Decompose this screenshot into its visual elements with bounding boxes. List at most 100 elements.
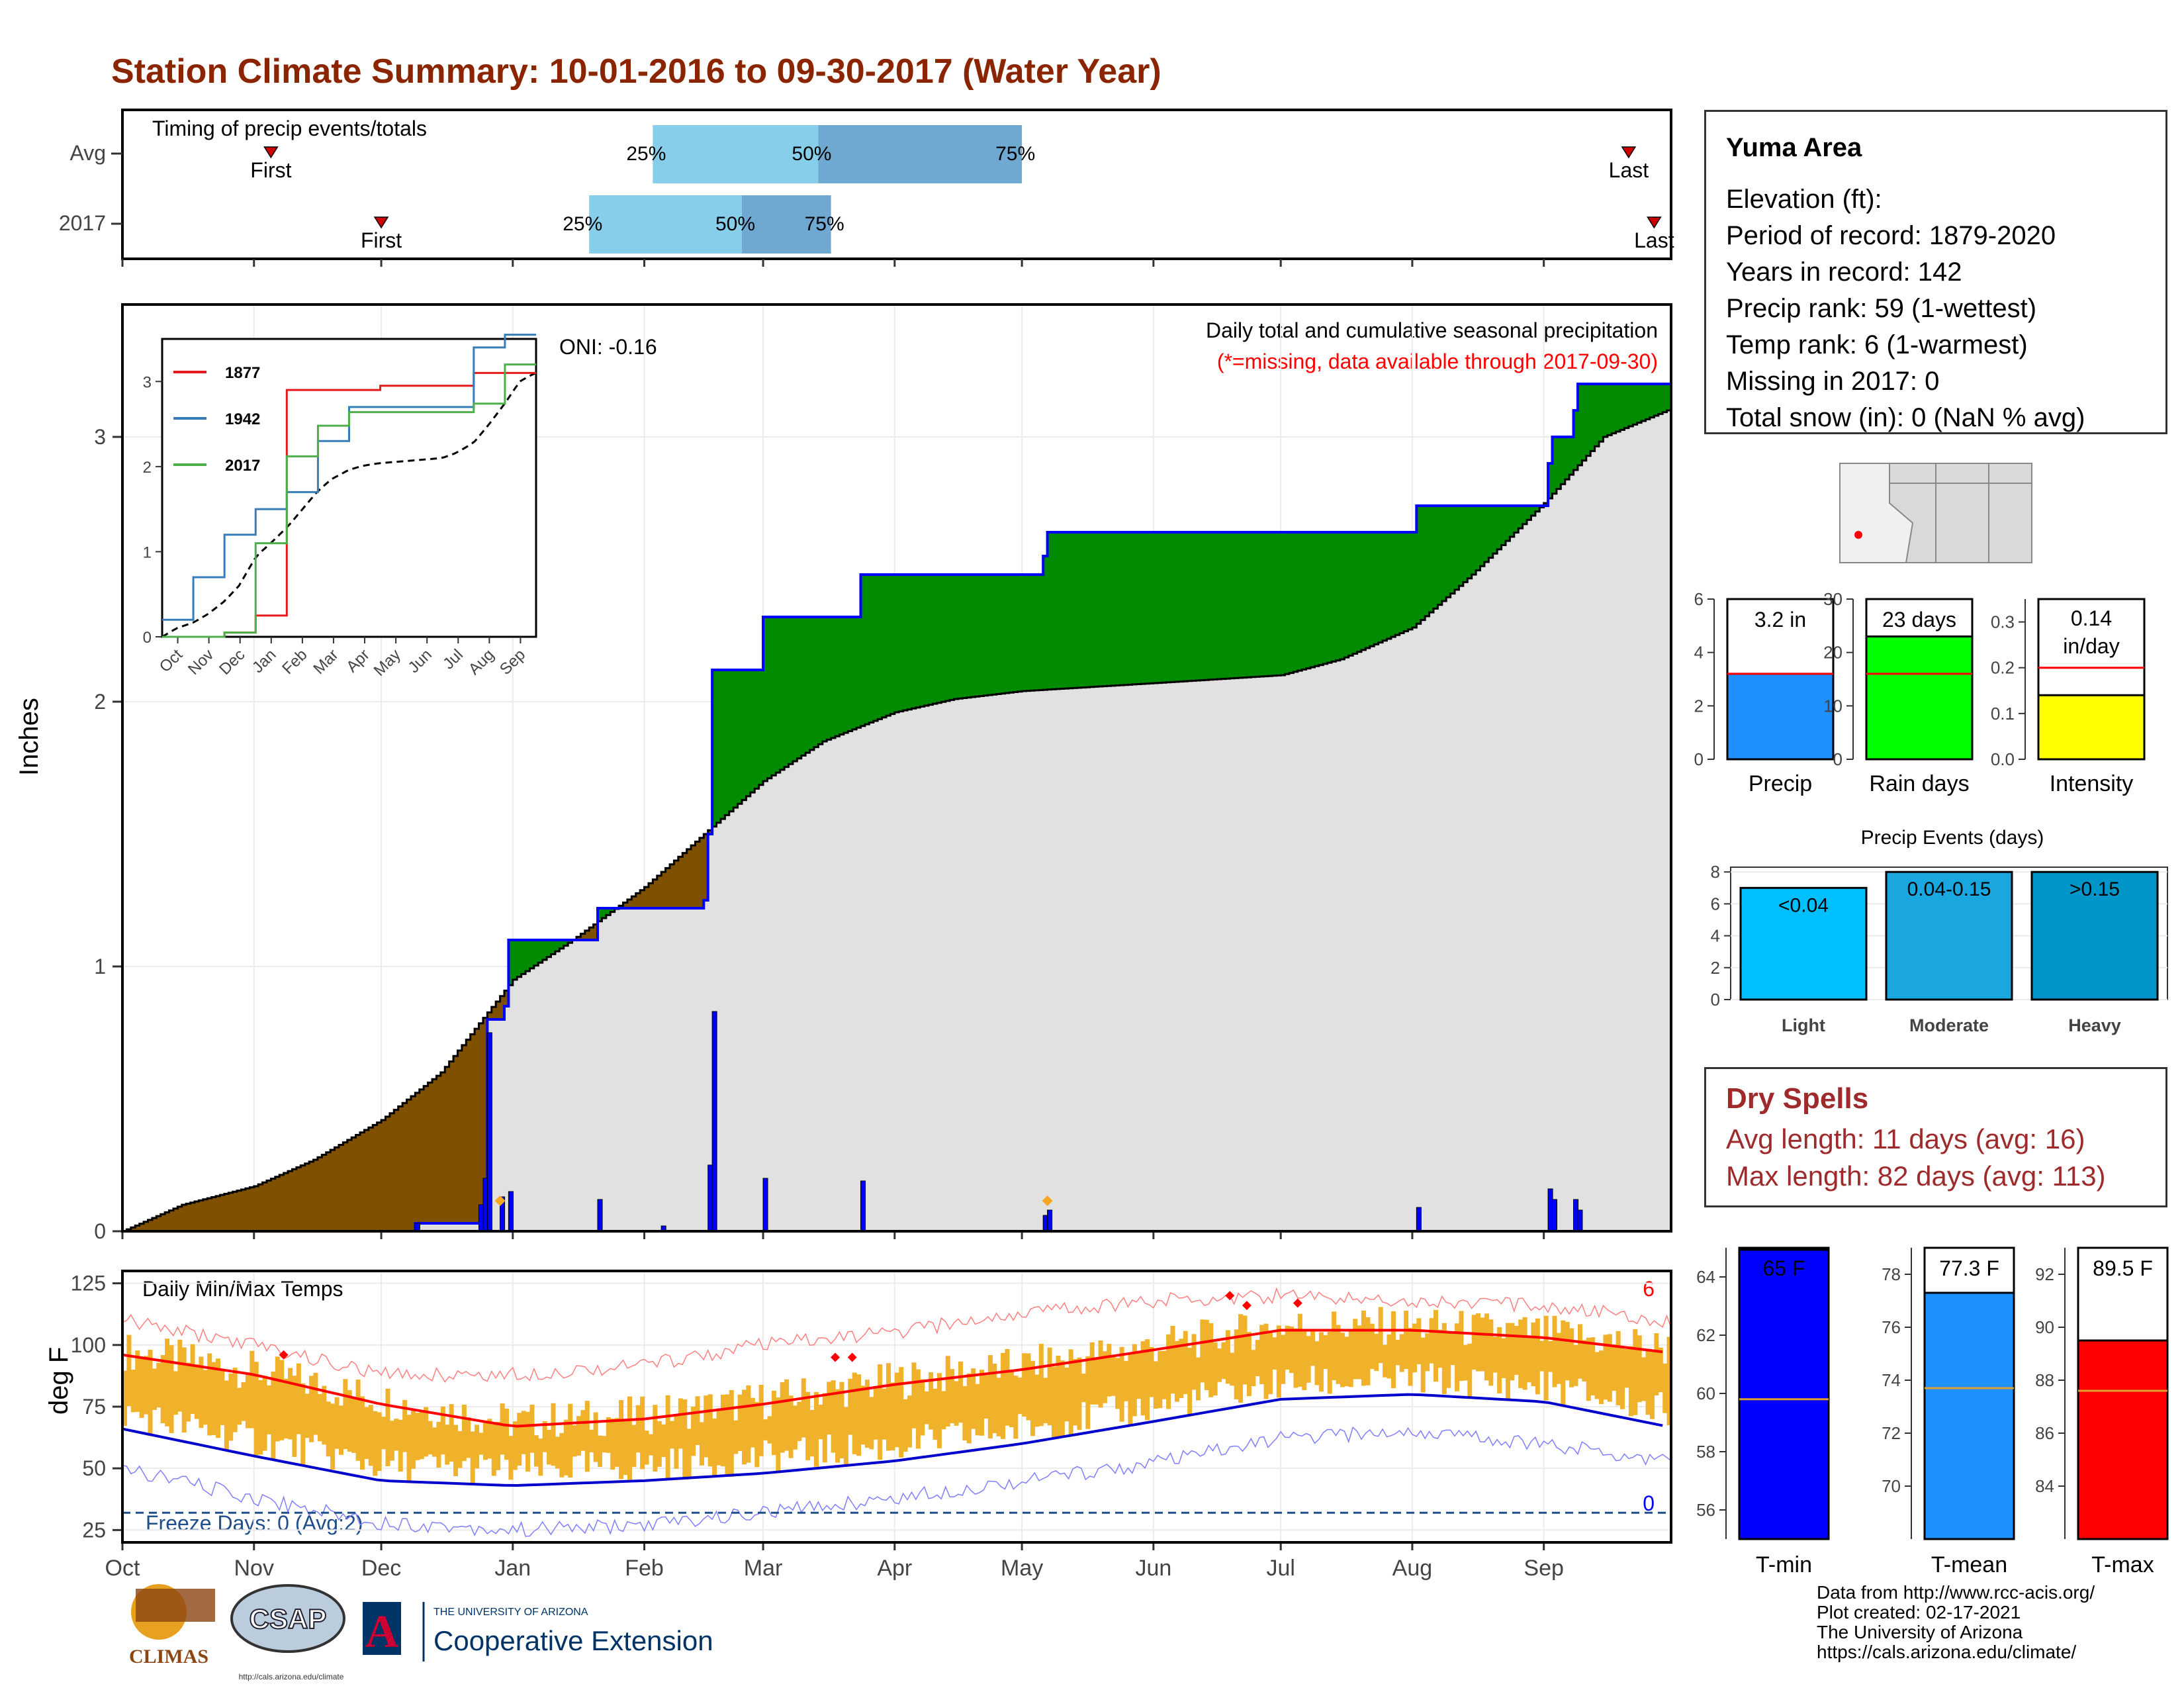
precip-surplus-segment [886,575,891,716]
precip-surplus-segment [941,575,946,702]
daily-temp-bar [1212,1342,1218,1396]
precip-surplus-segment [1624,384,1629,428]
precip-surplus-segment [1510,506,1515,537]
precip-deficit-segment [475,1029,480,1223]
daily-temp-bar [1353,1319,1358,1380]
credit-data-source: Data from http://www.rcc-acis.org/ [1817,1582,2095,1603]
daily-temp-bar [126,1335,132,1407]
precip-surplus-segment [1390,532,1396,637]
daily-temp-bar [1318,1332,1324,1392]
daily-temp-bar [958,1361,963,1423]
precip-deficit-segment [644,887,649,908]
precip-deficit-segment [292,1169,297,1231]
daily-temp-bar [1374,1333,1379,1372]
station-years: Years in record: 142 [1726,258,1962,287]
inset-legend-label: 1942 [225,410,260,428]
daily-temp-bar [1052,1366,1057,1440]
summary-bar-label: Intensity [2050,771,2134,796]
precip-deficit-segment [135,1225,140,1231]
figure-title: Station Climate Summary: 10-01-2016 to 0… [111,52,1161,91]
precip-deficit-segment [241,1189,246,1231]
daily-temp-bar [1149,1346,1154,1397]
daily-temp-bar [288,1368,293,1440]
precip-surplus-segment [827,617,832,740]
tempbar-label: T-mean [1931,1552,2007,1577]
daily-temp-bar [1471,1315,1477,1370]
daily-temp-bar [207,1353,212,1436]
precip-surplus-segment [754,670,760,789]
daily-temp-bar [1242,1315,1248,1385]
daily-temp-bar [1543,1315,1549,1401]
precip-surplus-segment [1395,532,1400,635]
precip-deficit-segment [148,1219,153,1231]
daily-temp-bar [920,1379,925,1436]
daily-temp-bar [1123,1360,1128,1401]
precip-surplus-segment [1302,532,1307,670]
precip-surplus-segment [1548,463,1553,498]
precip-deficit-segment [576,937,581,940]
precip-surplus-segment [746,670,751,796]
record-high-marker [1293,1298,1302,1308]
daily-temp-bar [203,1370,208,1425]
precip-surplus-segment [1416,506,1422,624]
daily-temp-bar [1094,1358,1099,1405]
daily-temp-bar [1612,1344,1617,1391]
daily-temp-bar [1539,1340,1545,1372]
daily-temp-bar [878,1364,883,1460]
daily-temp-bar [975,1383,980,1436]
daily-temp-bar [707,1394,713,1467]
daily-temp-bar [1030,1360,1035,1436]
daily-temp-bar [640,1396,645,1470]
station-temp-rank: Temp rank: 6 (1-warmest) [1726,330,2028,359]
daily-temp-bar [606,1417,611,1453]
precip-surplus-segment [966,575,972,698]
daily-temp-bar [610,1419,615,1470]
precip-surplus-segment [1297,532,1302,671]
daily-temp-bar [1450,1333,1455,1366]
tempbar-tick-label: 62 [1696,1325,1715,1345]
daily-temp-bar [512,1421,518,1470]
precip-surplus-segment [758,670,764,785]
precip-surplus-segment [975,575,980,697]
precip-surplus-segment [1463,506,1468,583]
daily-temp-bar [1327,1331,1332,1394]
daily-temp-bar [1645,1350,1651,1415]
summary-tick-label: 0.3 [1991,612,2015,632]
summary-tick-label: 0.1 [1991,704,2015,724]
summary-value-label: 3.2 in [1754,608,1806,632]
daily-temp-bar [1230,1352,1235,1386]
timing-bar-upper [742,195,831,254]
precip-surplus-segment [1369,532,1375,647]
precip-surplus-segment [610,908,615,912]
inset-ytick-label: 1 [143,543,152,561]
daily-temp-bar [300,1383,306,1466]
daily-temp-bar [190,1344,195,1415]
precip-surplus-segment [1161,532,1167,683]
station-elevation: Elevation (ft): [1726,185,1882,214]
inset-legend-label: 2017 [225,457,260,475]
precip-deficit-segment [351,1137,357,1231]
daily-temp-bar [1599,1350,1604,1405]
daily-temp-bar [309,1376,314,1442]
daily-temp-bar [389,1421,394,1461]
precip-deficit-segment [661,872,666,908]
summary-bar [2037,694,2146,761]
daily-temp-bar [1666,1336,1672,1425]
daily-temp-bar [589,1429,594,1452]
daily-temp-bar [364,1407,369,1459]
precip-surplus-segment [533,940,539,966]
precip-surplus-segment [805,617,811,753]
daily-temp-bar [695,1396,700,1445]
precip-deficit-segment [224,1194,229,1231]
daily-temp-bar [848,1378,853,1435]
daily-temp-bar [1531,1322,1536,1387]
precip-deficit-segment [326,1152,331,1231]
daily-temp-bar [517,1413,522,1466]
daily-temp-bar [496,1421,501,1470]
daily-temp-bar [457,1430,463,1468]
daily-temp-bar [1272,1337,1277,1370]
events-category-label: Moderate [1909,1015,1989,1035]
daily-temp-bar [250,1350,255,1429]
precip-surplus-segment [1204,532,1209,680]
precip-surplus-segment [733,670,739,808]
